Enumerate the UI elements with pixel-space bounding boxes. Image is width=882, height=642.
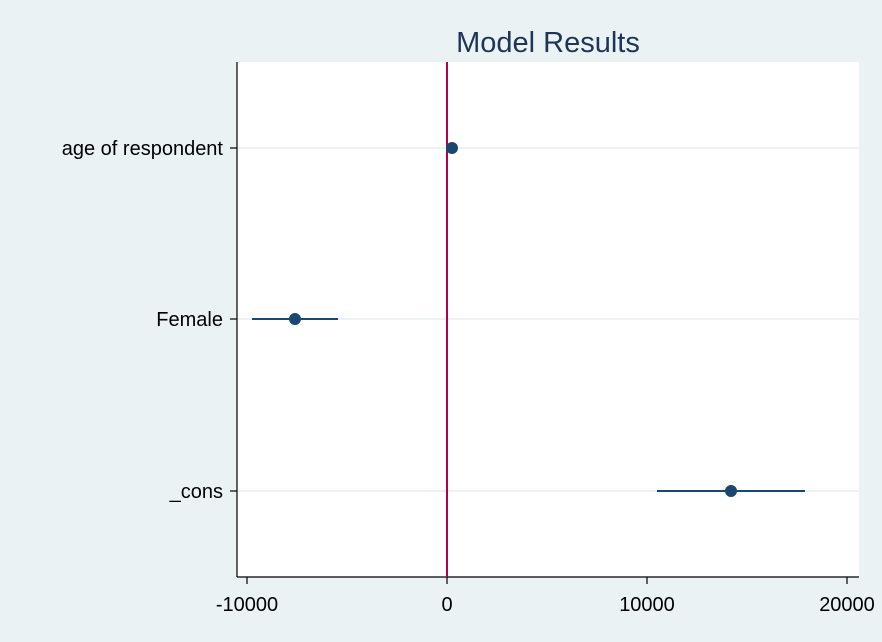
- x-tick-label: 0: [441, 594, 452, 616]
- x-tick-label: 10000: [619, 594, 675, 616]
- point-estimate: [446, 142, 458, 154]
- x-tick-label: 20000: [819, 594, 875, 616]
- x-tick-label: -10000: [216, 594, 278, 616]
- point-estimate: [725, 485, 737, 497]
- y-tick-label: _cons: [169, 481, 223, 503]
- x-axis-ticks: -10000 0 10000 20000: [216, 577, 875, 616]
- y-tick-label: Female: [156, 309, 223, 331]
- estimates: [252, 142, 805, 497]
- y-tick-label: age of respondent: [62, 138, 224, 160]
- point-estimate: [289, 313, 301, 325]
- chart-title: Model Results: [456, 27, 640, 59]
- y-axis-ticks: age of respondent Female _cons: [62, 138, 237, 503]
